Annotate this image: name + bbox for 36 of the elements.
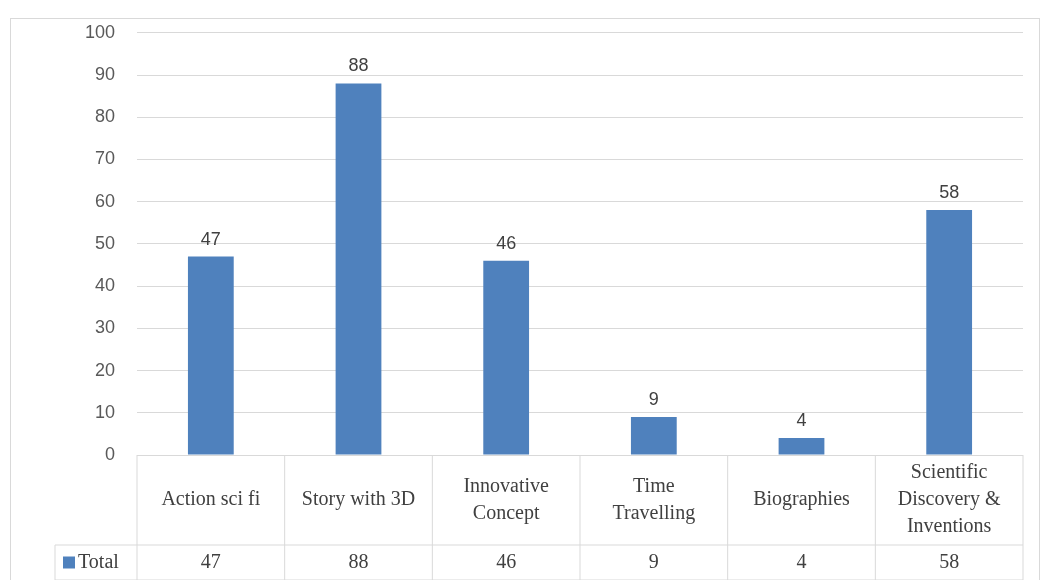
text: 46 bbox=[496, 549, 517, 572]
text: 58 bbox=[939, 549, 960, 572]
x-tick-label: Innovative Concept bbox=[463, 473, 550, 524]
bar bbox=[778, 438, 825, 455]
y-tick-label: 50 bbox=[94, 232, 115, 253]
data-label: 9 bbox=[648, 388, 659, 409]
bar bbox=[630, 417, 677, 455]
text: 47 bbox=[200, 549, 221, 572]
data-label: 88 bbox=[348, 55, 369, 76]
x-tick-label: Action sci fi bbox=[161, 487, 261, 510]
legend-label: Total bbox=[78, 549, 120, 572]
y-tick-label: 10 bbox=[94, 401, 115, 422]
x-tick-label: Story with 3D bbox=[301, 487, 416, 511]
bar bbox=[926, 210, 973, 455]
y-tick-label: 80 bbox=[94, 106, 115, 127]
x-tick-label: Time Travelling bbox=[612, 473, 696, 524]
y-tick-label: 0 bbox=[104, 443, 115, 464]
x-tick-label: Biographies bbox=[753, 487, 851, 511]
bar bbox=[335, 83, 382, 455]
data-label: 58 bbox=[939, 182, 960, 203]
text: 88 bbox=[348, 549, 369, 572]
data-label: 4 bbox=[796, 410, 807, 431]
data-label: 47 bbox=[200, 228, 221, 249]
data-label: 46 bbox=[496, 232, 517, 253]
y-tick-label: 20 bbox=[94, 359, 115, 380]
y-tick-label: 100 bbox=[84, 21, 115, 42]
bar bbox=[187, 256, 234, 455]
text: 4 bbox=[796, 549, 807, 572]
y-tick-label: 70 bbox=[94, 148, 115, 169]
x-tick-label: Scientific Discovery & Inventions bbox=[897, 460, 1001, 537]
bar bbox=[483, 260, 530, 455]
y-tick-label: 60 bbox=[94, 190, 115, 211]
y-tick-label: 30 bbox=[94, 317, 115, 338]
text: 9 bbox=[648, 549, 659, 572]
y-tick-label: 90 bbox=[94, 63, 115, 84]
y-tick-label: 40 bbox=[94, 275, 115, 296]
